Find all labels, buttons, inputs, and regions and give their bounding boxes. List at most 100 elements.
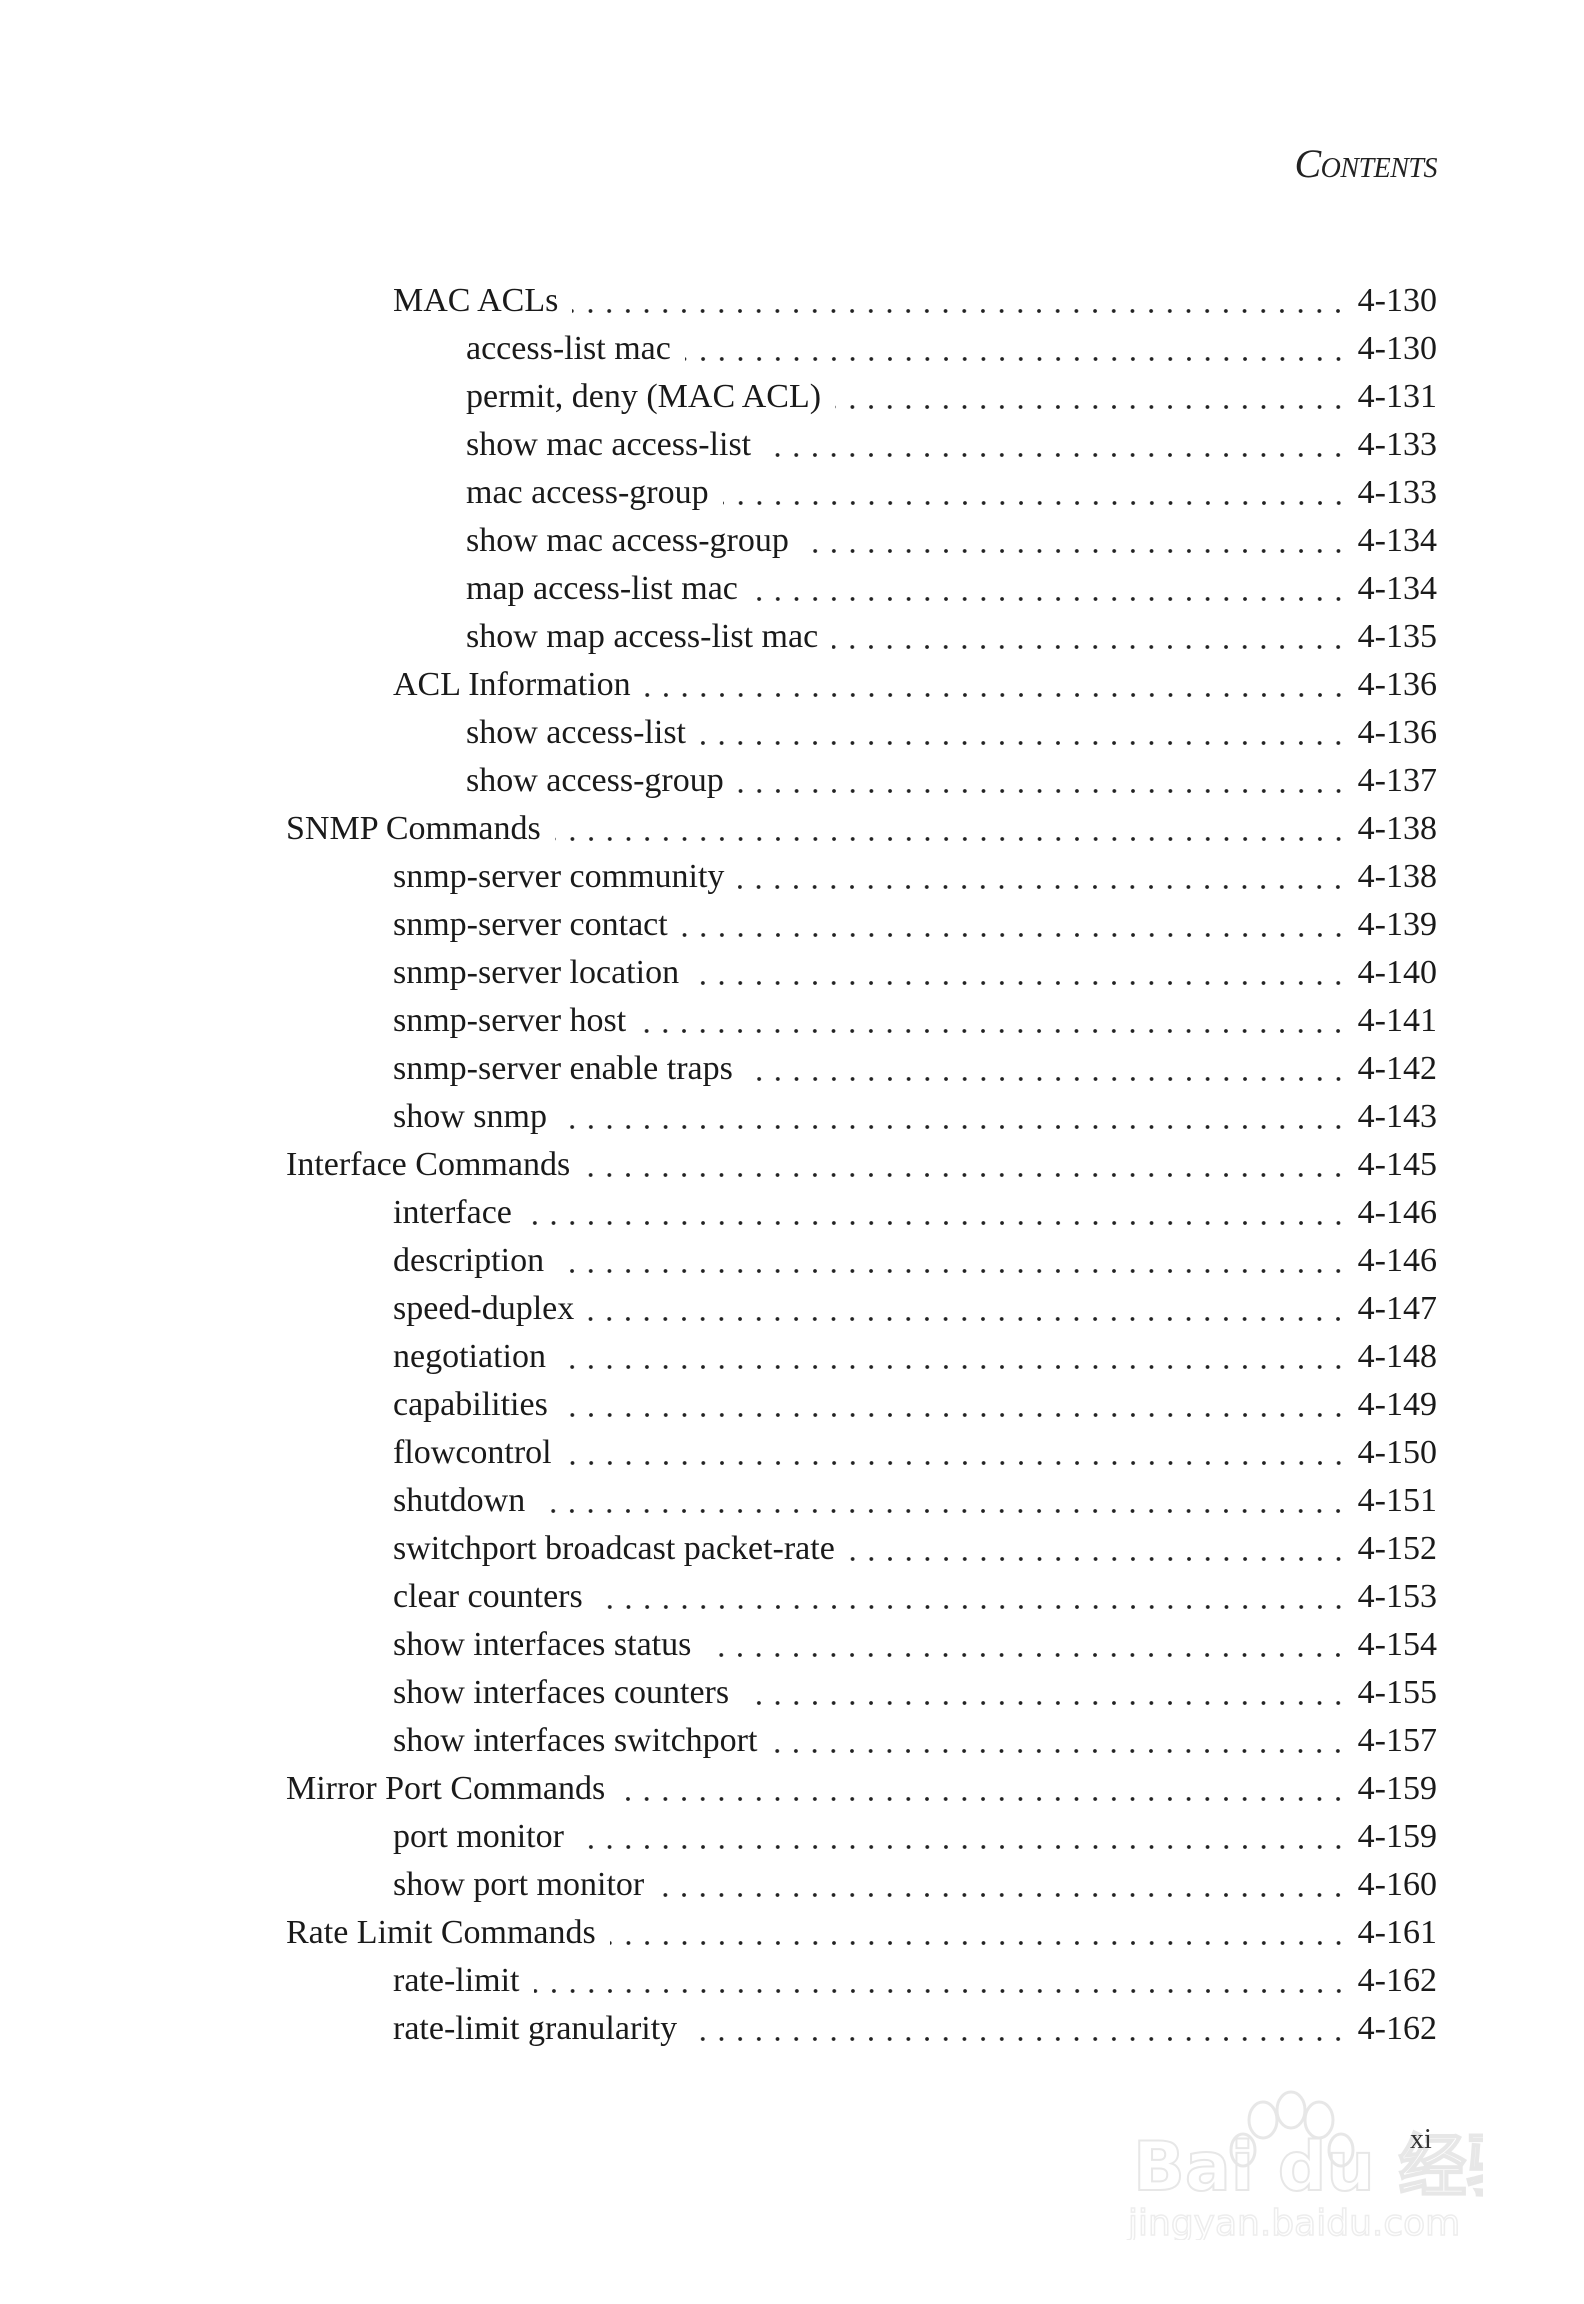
dot-leader [832,613,1348,661]
toc-entry-label: mac access-group [466,474,709,511]
toc-entry-page: 4-141 [1357,1002,1437,1039]
toc-entry[interactable]: ACL Information 4-136 [0,661,1437,709]
toc-entry-label: speed-duplex [393,1290,575,1327]
toc-entry-label: clear counters [393,1578,583,1615]
dot-leader [705,1621,1348,1669]
toc-entry-label: shutdown [393,1482,526,1519]
toc-entry-page: 4-160 [1357,1866,1437,1903]
toc-entry-page: 4-147 [1357,1290,1437,1327]
toc-entry[interactable]: interface 4-146 [0,1189,1437,1237]
toc-entry-label: rate-limit granularity [393,2010,678,2047]
toc-entry[interactable]: show access-list 4-136 [0,709,1437,757]
toc-entry[interactable]: show access-group 4-137 [0,757,1437,805]
toc-entry[interactable]: speed-duplex 4-147 [0,1285,1437,1333]
toc-entry[interactable]: Rate Limit Commands 4-161 [0,1909,1437,1957]
toc-entry[interactable]: clear counters 4-153 [0,1573,1437,1621]
toc-entry-page: 4-131 [1357,378,1437,415]
dot-leader [722,469,1348,517]
dot-leader [737,757,1348,805]
toc-entry-page: 4-136 [1357,666,1437,703]
toc-entry[interactable]: snmp-server enable traps 4-142 [0,1045,1437,1093]
toc-entry-page: 4-162 [1357,2010,1437,2047]
toc-entry[interactable]: flowcontrol 4-150 [0,1429,1437,1477]
toc-entry[interactable]: map access-list mac 4-134 [0,565,1437,613]
toc-entry[interactable]: negotiation 4-148 [0,1333,1437,1381]
toc-entry[interactable]: show interfaces counters 4-155 [0,1669,1437,1717]
toc-entry[interactable]: capabilities 4-149 [0,1381,1437,1429]
toc-entry-page: 4-140 [1357,954,1437,991]
svg-text:Bai du 经验: Bai du 经验 [1133,2128,1483,2207]
toc-entry-page: 4-149 [1357,1386,1437,1423]
dot-leader [572,277,1348,325]
table-of-contents: MAC ACLs 4-130 access-list mac 4-130 permit,… [0,277,1437,2053]
toc-entry[interactable]: access-list mac 4-130 [0,325,1437,373]
dot-leader [533,1957,1348,2005]
toc-entry[interactable]: Mirror Port Commands 4-159 [0,1765,1437,1813]
toc-entry-label: show access-group [466,762,724,799]
toc-entry-page: 4-133 [1357,426,1437,463]
toc-entry-label: MAC ACLs [393,282,559,319]
toc-entry-label: ACL Information [393,666,631,703]
toc-entry-label: access-list mac [466,330,671,367]
toc-entry[interactable]: rate-limit granularity 4-162 [0,2005,1437,2053]
dot-leader [554,805,1348,853]
toc-entry-label: show mac access-group [466,522,789,559]
toc-entry-label: show port monitor [393,1866,645,1903]
toc-entry[interactable]: mac access-group 4-133 [0,469,1437,517]
toc-entry-page: 4-134 [1357,522,1437,559]
toc-entry[interactable]: snmp-server location 4-140 [0,949,1437,997]
toc-entry-label: interface [393,1194,512,1231]
toc-entry[interactable]: snmp-server host 4-141 [0,997,1437,1045]
toc-entry-label: show snmp [393,1098,547,1135]
toc-entry-page: 4-146 [1357,1194,1437,1231]
toc-entry-label: map access-list mac [466,570,738,607]
toc-entry[interactable]: Interface Commands 4-145 [0,1141,1437,1189]
toc-entry[interactable]: description 4-146 [0,1237,1437,1285]
toc-entry[interactable]: snmp-server contact 4-139 [0,901,1437,949]
toc-entry-label: Interface Commands [286,1146,571,1183]
toc-entry-page: 4-146 [1357,1242,1437,1279]
toc-entry-page: 4-130 [1357,282,1437,319]
dot-leader [577,1813,1348,1861]
toc-entry-page: 4-151 [1357,1482,1437,1519]
toc-entry-label: SNMP Commands [286,810,541,847]
toc-entry[interactable]: rate-limit 4-162 [0,1957,1437,2005]
toc-entry[interactable]: show map access-list mac 4-135 [0,613,1437,661]
toc-entry-label: show mac access-list [466,426,752,463]
toc-entry[interactable]: show snmp 4-143 [0,1093,1437,1141]
toc-entry-label: snmp-server community [393,858,725,895]
toc-entry-page: 4-161 [1357,1914,1437,1951]
dot-leader [848,1525,1348,1573]
toc-entry[interactable]: permit, deny (MAC ACL) 4-131 [0,373,1437,421]
toc-entry-page: 4-136 [1357,714,1437,751]
baidu-watermark-logo: Bai du 经验 jingyan.baidu.com [1126,2090,1483,2240]
toc-entry-page: 4-135 [1357,618,1437,655]
dot-leader [835,373,1348,421]
toc-entry-label: description [393,1242,545,1279]
running-header: Contents [1294,141,1438,186]
dot-leader [681,901,1348,949]
toc-entry[interactable]: show mac access-group 4-134 [0,517,1437,565]
toc-entry-page: 4-139 [1357,906,1437,943]
toc-entry-page: 4-150 [1357,1434,1437,1471]
dot-leader [561,1381,1348,1429]
toc-entry-page: 4-134 [1357,570,1437,607]
dot-leader [640,997,1348,1045]
toc-entry-label: permit, deny (MAC ACL) [466,378,822,415]
toc-entry-page: 4-143 [1357,1098,1437,1135]
dot-leader [596,1573,1348,1621]
dot-leader [560,1093,1348,1141]
toc-entry[interactable]: show port monitor 4-160 [0,1861,1437,1909]
toc-entry[interactable]: snmp-server community 4-138 [0,853,1437,901]
toc-entry[interactable]: shutdown 4-151 [0,1477,1437,1525]
dot-leader [584,1141,1348,1189]
toc-entry[interactable]: switchport broadcast packet-rate 4-152 [0,1525,1437,1573]
toc-entry[interactable]: show interfaces status 4-154 [0,1621,1437,1669]
toc-entry[interactable]: SNMP Commands 4-138 [0,805,1437,853]
toc-entry[interactable]: MAC ACLs 4-130 [0,277,1437,325]
toc-entry[interactable]: port monitor 4-159 [0,1813,1437,1861]
toc-entry[interactable]: show interfaces switchport 4-157 [0,1717,1437,1765]
toc-entry-label: show map access-list mac [466,618,819,655]
toc-entry[interactable]: show mac access-list 4-133 [0,421,1437,469]
toc-entry-label: rate-limit [393,1962,520,1999]
